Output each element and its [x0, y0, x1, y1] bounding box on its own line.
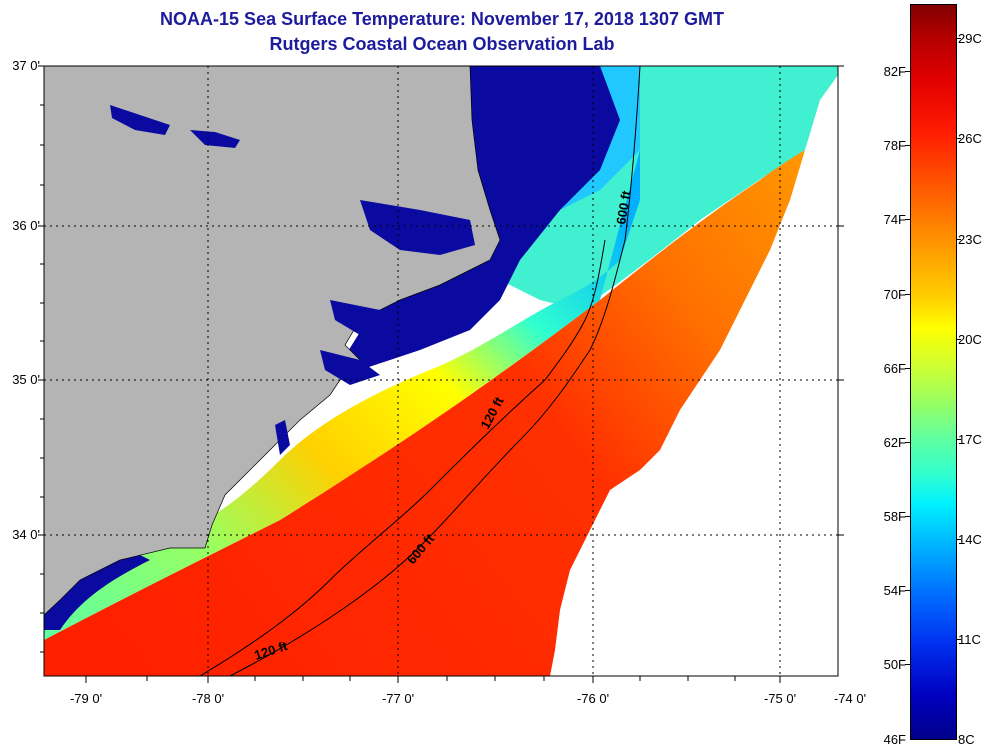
- cb-tick: [905, 368, 910, 369]
- colorbar-c-8: 8C: [958, 732, 975, 747]
- cb-tick: [905, 294, 910, 295]
- lon-label-76: -76 0': [576, 691, 610, 706]
- cb-tick: [956, 639, 961, 640]
- colorbar-c-17: 17C: [958, 432, 982, 447]
- cb-tick: [905, 219, 910, 220]
- lat-label-37: 37 0': [12, 58, 40, 73]
- cb-tick: [905, 590, 910, 591]
- colorbar-c-14: 14C: [958, 532, 982, 547]
- lon-label-79: -79 0': [69, 691, 103, 706]
- cape-fear-inlet: [275, 420, 290, 455]
- map-subtitle: Rutgers Coastal Ocean Observation Lab: [269, 34, 615, 54]
- cb-tick: [956, 239, 961, 240]
- cb-tick: [905, 664, 910, 665]
- lon-label-75: -75 0': [763, 691, 797, 706]
- colorbar-f-46: 46F: [883, 732, 906, 747]
- nearshore-cold-water: [44, 550, 150, 630]
- isobath-120ft: [199, 239, 606, 676]
- colorbar-f-82: 82F: [883, 64, 906, 79]
- colorbar-f-58: 58F: [883, 509, 906, 524]
- lat-ticks: [38, 65, 844, 653]
- cb-tick: [956, 539, 961, 540]
- graticule: [44, 66, 838, 676]
- cb-tick: [956, 138, 961, 139]
- lat-label-34: 34 0': [12, 527, 40, 542]
- inland-lake: [110, 105, 170, 135]
- colorbar-c-11: 11C: [958, 632, 981, 647]
- map-title: NOAA-15 Sea Surface Temperature: Novembe…: [160, 9, 724, 29]
- temperature-colorbar: [910, 4, 957, 740]
- map-border: [43, 65, 839, 677]
- cb-tick: [905, 71, 910, 72]
- cb-tick: [905, 516, 910, 517]
- colorbar-f-50: 50F: [883, 657, 906, 672]
- isobath-600ft: [229, 66, 641, 676]
- cb-tick: [956, 38, 961, 39]
- colorbar-c-20: 20C: [958, 332, 982, 347]
- inland-lake-2: [190, 130, 240, 148]
- colorbar-c-23: 23C: [958, 232, 982, 247]
- colorbar-f-66: 66F: [883, 361, 906, 376]
- gulf-stream-water: [44, 150, 805, 676]
- cb-tick: [905, 442, 910, 443]
- lon-label-78: -78 0': [191, 691, 225, 706]
- lon-ticks: [85, 676, 781, 683]
- neuse-river: [320, 350, 380, 385]
- lon-label-74: -74 0': [833, 691, 867, 706]
- colorbar-c-29: 29C: [958, 31, 982, 46]
- colorbar-f-54: 54F: [883, 583, 906, 598]
- land-mass: [44, 66, 501, 616]
- cb-tick: [905, 145, 910, 146]
- albemarle-sound: [360, 200, 475, 255]
- pamlico-river: [330, 300, 430, 345]
- colorbar-f-70: 70F: [883, 287, 906, 302]
- lon-label-77: -77 0': [381, 691, 415, 706]
- cb-tick: [956, 439, 961, 440]
- colorbar-f-74: 74F: [883, 212, 906, 227]
- colorbar-f-62: 62F: [883, 435, 906, 450]
- colorbar-f-78: 78F: [883, 138, 906, 153]
- lat-label-36: 36 0': [12, 218, 40, 233]
- lat-label-35: 35 0': [12, 372, 40, 387]
- colorbar-c-26: 26C: [958, 131, 982, 146]
- cb-tick: [956, 339, 961, 340]
- contour-label-600ft-north: 600 ft: [613, 189, 634, 226]
